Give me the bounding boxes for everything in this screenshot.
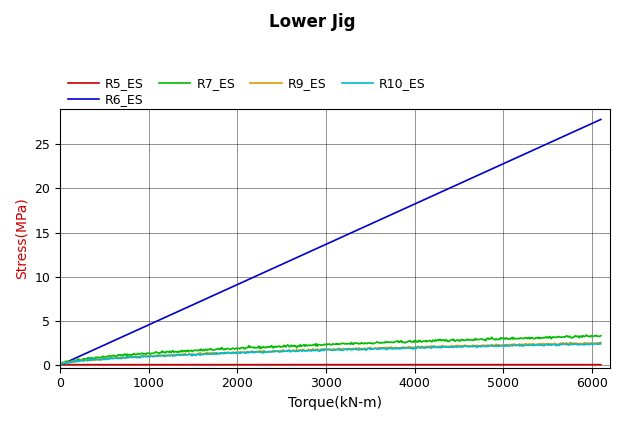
R9_ES <box>152 354 159 359</box>
R9_ES <box>56 363 64 368</box>
R10_ES <box>196 352 203 357</box>
R9_ES <box>301 348 309 353</box>
R7_ES <box>418 340 425 345</box>
R6_ES <box>375 218 382 223</box>
R5_ES <box>302 362 309 367</box>
R5_ES <box>153 362 161 367</box>
R5_ES <box>418 362 426 367</box>
R9_ES <box>464 343 471 348</box>
R5_ES <box>196 362 204 367</box>
R7_ES <box>196 348 203 353</box>
R7_ES <box>301 344 309 349</box>
R6_ES <box>418 198 425 204</box>
R5_ES <box>464 362 472 367</box>
R10_ES <box>596 341 604 346</box>
Line: R9_ES: R9_ES <box>60 343 601 365</box>
R6_ES <box>152 319 159 324</box>
R10_ES <box>418 345 425 350</box>
R7_ES <box>152 349 159 354</box>
R6_ES <box>301 252 309 257</box>
R10_ES <box>152 354 159 359</box>
Line: R10_ES: R10_ES <box>60 343 601 365</box>
Line: R7_ES: R7_ES <box>60 335 601 365</box>
R6_ES <box>196 299 203 304</box>
R9_ES <box>375 345 382 350</box>
R6_ES <box>597 117 604 122</box>
R9_ES <box>196 352 203 357</box>
R10_ES <box>301 348 309 354</box>
R6_ES <box>464 178 471 183</box>
R10_ES <box>597 341 604 346</box>
R9_ES <box>418 344 425 349</box>
Legend: R5_ES, R6_ES, R7_ES, R9_ES, R10_ES: R5_ES, R6_ES, R7_ES, R9_ES, R10_ES <box>66 76 427 107</box>
R6_ES <box>56 363 64 368</box>
R7_ES <box>56 363 64 368</box>
X-axis label: Torque(kN-m): Torque(kN-m) <box>288 396 382 410</box>
R10_ES <box>464 344 471 349</box>
R10_ES <box>375 347 382 352</box>
R7_ES <box>375 340 382 346</box>
Y-axis label: Stress(MPa): Stress(MPa) <box>15 197 29 279</box>
Text: Lower Jig: Lower Jig <box>269 13 356 31</box>
R5_ES <box>56 363 64 368</box>
R7_ES <box>464 337 471 342</box>
R7_ES <box>582 332 590 337</box>
R5_ES <box>376 362 383 367</box>
R10_ES <box>56 363 64 368</box>
R5_ES <box>58 362 65 367</box>
Line: R6_ES: R6_ES <box>60 119 601 365</box>
R9_ES <box>597 340 604 345</box>
R7_ES <box>597 333 604 338</box>
R5_ES <box>597 362 604 367</box>
